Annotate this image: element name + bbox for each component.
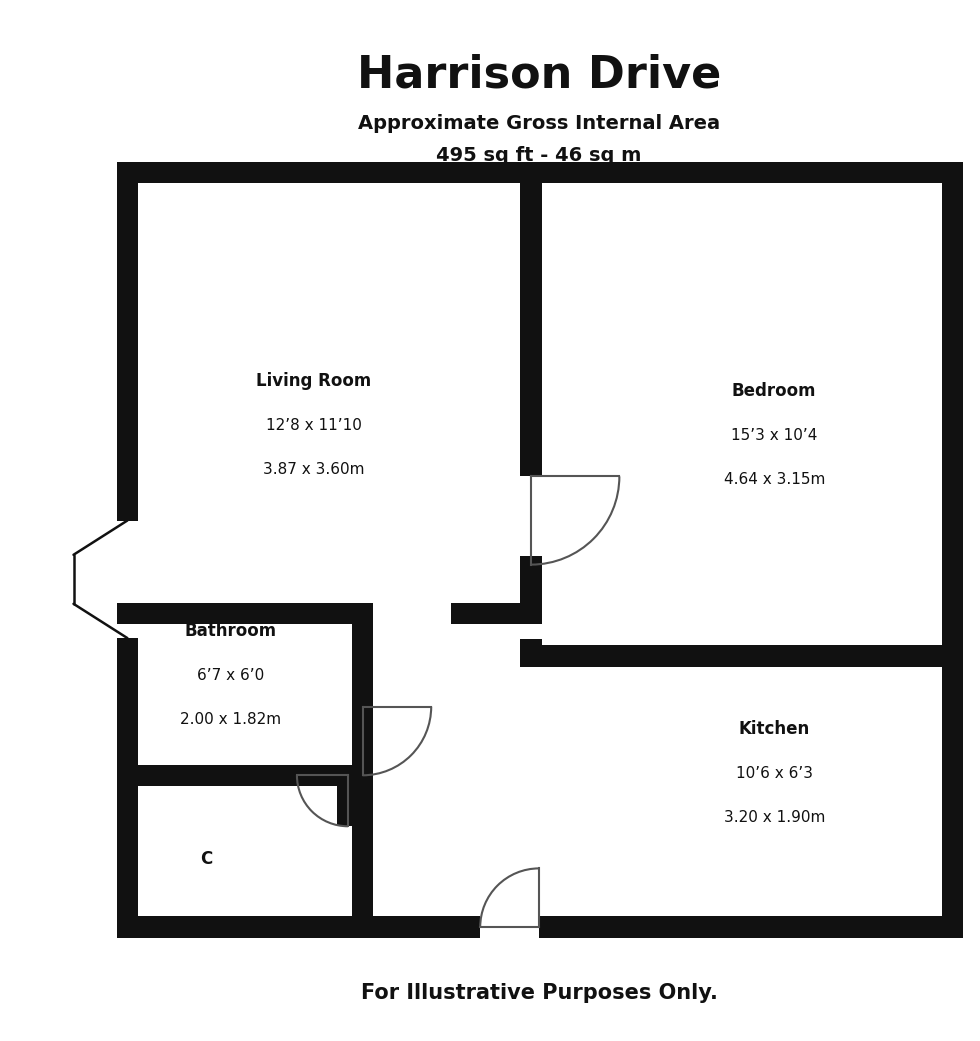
- Text: Bedroom: Bedroom: [732, 382, 816, 400]
- Text: 3.20 x 1.90m: 3.20 x 1.90m: [723, 810, 825, 824]
- Text: Harrison Drive: Harrison Drive: [357, 53, 721, 96]
- Bar: [337, 764, 359, 827]
- Text: 2.00 x 1.82m: 2.00 x 1.82m: [179, 712, 281, 727]
- Text: 4.64 x 3.15m: 4.64 x 3.15m: [723, 472, 825, 487]
- Text: 3.87 x 3.60m: 3.87 x 3.60m: [263, 462, 365, 477]
- Text: Kitchen: Kitchen: [739, 720, 809, 738]
- Text: Bathroom: Bathroom: [184, 623, 276, 640]
- Bar: [117, 603, 363, 625]
- Bar: [352, 603, 373, 938]
- Text: 6’7 x 6’0: 6’7 x 6’0: [197, 668, 264, 683]
- Bar: [942, 161, 963, 938]
- Bar: [520, 161, 542, 477]
- Bar: [117, 161, 138, 520]
- Bar: [520, 639, 542, 666]
- Text: For Illustrative Purposes Only.: For Illustrative Purposes Only.: [361, 983, 717, 1002]
- Bar: [539, 916, 963, 938]
- Bar: [117, 638, 138, 938]
- Text: 10’6 x 6’3: 10’6 x 6’3: [736, 766, 812, 781]
- Bar: [451, 603, 542, 625]
- Text: 12’8 x 11’10: 12’8 x 11’10: [266, 417, 362, 433]
- Bar: [520, 645, 963, 666]
- Text: Approximate Gross Internal Area: Approximate Gross Internal Area: [358, 115, 720, 133]
- Text: 15’3 x 10’4: 15’3 x 10’4: [731, 428, 817, 442]
- Text: C: C: [200, 849, 212, 867]
- Bar: [117, 764, 373, 786]
- Text: 495 sq ft - 46 sq m: 495 sq ft - 46 sq m: [436, 147, 642, 166]
- Text: Living Room: Living Room: [256, 373, 371, 390]
- Bar: [117, 161, 963, 183]
- Bar: [520, 556, 542, 569]
- Bar: [117, 916, 480, 938]
- Bar: [520, 564, 542, 603]
